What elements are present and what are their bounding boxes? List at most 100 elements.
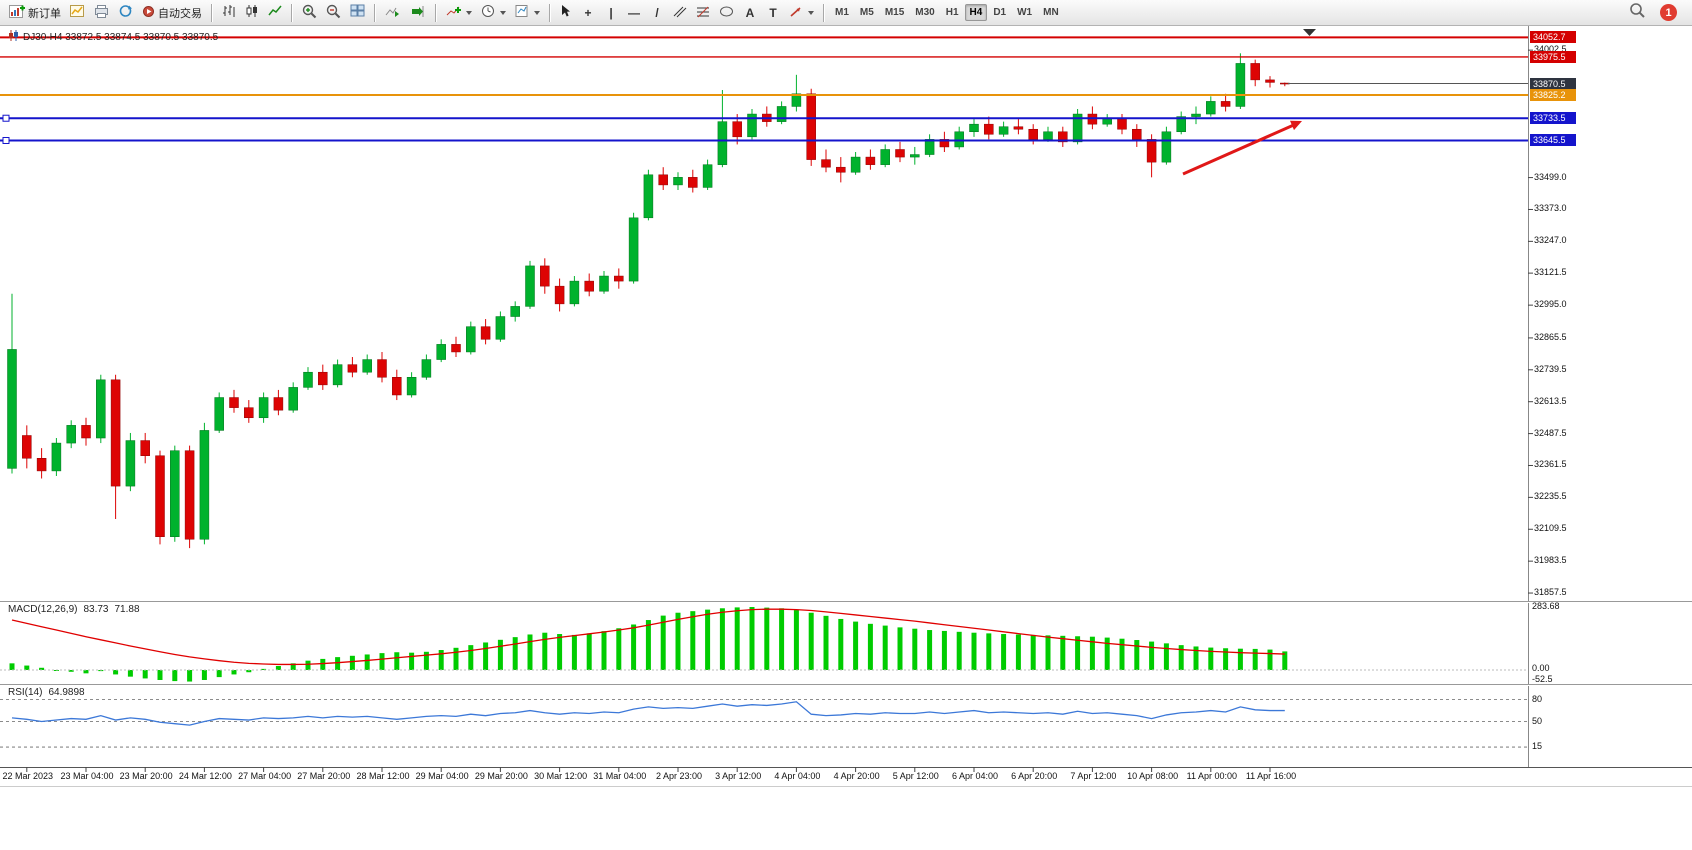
price-tick-label: 33247.0 — [1534, 235, 1567, 246]
candlestick-mode-button[interactable] — [241, 2, 263, 24]
separator — [435, 3, 437, 22]
zoom-in-button[interactable] — [298, 2, 321, 24]
search-icon[interactable] — [1629, 2, 1646, 24]
scroll-to-end-icon[interactable] — [1303, 29, 1316, 36]
channel-icon — [673, 5, 687, 21]
indicators-icon — [446, 4, 461, 21]
timeframe-mn[interactable]: MN — [1043, 7, 1059, 18]
bar-chart-mode-button[interactable] — [218, 2, 240, 24]
cursor-icon — [560, 4, 572, 21]
separator — [211, 3, 213, 22]
rsi-axis-label: 50 — [1532, 715, 1543, 726]
fibonacci-tool-button[interactable] — [692, 2, 714, 24]
new-order-label: 新订单 — [28, 7, 61, 20]
label-tool-button[interactable]: T — [762, 2, 784, 24]
timeframe-m5[interactable]: M5 — [859, 7, 874, 18]
horizontal-line-tool-button[interactable]: — — [623, 2, 645, 24]
notification-badge[interactable]: 1 — [1660, 4, 1677, 21]
zoom-in-icon — [302, 4, 317, 22]
annotation-arrowhead[interactable] — [1290, 120, 1302, 131]
macd-axis-zero: 0.00 — [1532, 663, 1550, 673]
zoom-out-icon — [326, 4, 341, 22]
shapes-icon — [719, 5, 734, 21]
indicators-button[interactable] — [442, 2, 476, 24]
autotrading-button[interactable]: 自动交易 — [138, 2, 206, 24]
vertical-line-tool-button[interactable]: | — [600, 2, 622, 24]
rsi-name: RSI(14) — [8, 687, 43, 698]
time-scale[interactable] — [0, 767, 1528, 787]
price-tick-label: 32361.5 — [1534, 459, 1567, 470]
autotrading-label: 自动交易 — [158, 7, 202, 20]
refresh-button[interactable] — [114, 2, 137, 24]
line-handle[interactable] — [2, 114, 10, 122]
caret-down-icon — [466, 10, 472, 15]
time-tick-label: 29 Mar 20:00 — [474, 771, 528, 781]
auto-scroll-icon — [385, 5, 401, 21]
price-tick-label: 34002.5 — [1534, 44, 1567, 55]
time-tick-label: 24 Mar 12:00 — [178, 771, 232, 781]
price-tick-label: 32613.5 — [1534, 395, 1567, 406]
price-tick-label: 31857.5 — [1534, 587, 1567, 598]
trendline-tool-button[interactable]: / — [646, 2, 668, 24]
separator — [291, 3, 293, 22]
price-badge: 34052.7 — [1530, 31, 1576, 44]
periods-button[interactable] — [477, 2, 510, 24]
chart-symbol-icon — [8, 30, 19, 44]
shapes-tool-button[interactable] — [715, 2, 738, 24]
caret-down-icon — [808, 10, 814, 15]
timeframe-h1[interactable]: H1 — [945, 7, 959, 18]
time-tick-label: 27 Mar 20:00 — [297, 771, 351, 781]
chart-shift-button[interactable] — [406, 2, 430, 24]
label-tool-icon: T — [769, 5, 777, 20]
rsi-value: 64.9898 — [48, 687, 85, 698]
chart-plot[interactable] — [0, 26, 1528, 601]
new-order-button[interactable]: 新订单 — [5, 2, 65, 24]
macd-axis-max: 283.68 — [1532, 601, 1560, 611]
time-tick-label: 27 Mar 04:00 — [238, 771, 292, 781]
text-tool-icon: A — [745, 5, 755, 20]
time-tick-label: 2 Apr 23:00 — [655, 771, 703, 781]
timeframe-w1[interactable]: W1 — [1017, 7, 1033, 18]
time-tick-label: 11 Apr 16:00 — [1245, 771, 1297, 781]
channel-tool-button[interactable] — [669, 2, 691, 24]
crosshair-tool-button[interactable]: + — [577, 2, 599, 24]
line-chart-mode-button[interactable] — [264, 2, 286, 24]
time-tick-label: 31 Mar 04:00 — [593, 771, 647, 781]
time-tick-label: 6 Apr 04:00 — [951, 771, 999, 781]
price-tick-label: 32487.5 — [1534, 427, 1567, 438]
auto-scroll-button[interactable] — [381, 2, 405, 24]
zoom-out-button[interactable] — [322, 2, 345, 24]
timeframe-h4[interactable]: H4 — [964, 4, 988, 21]
horizontal-line-icon: — — [628, 5, 640, 20]
time-tick-label: 23 Mar 20:00 — [119, 771, 173, 781]
timeframe-m30[interactable]: M30 — [915, 7, 935, 18]
time-tick-label: 30 Mar 12:00 — [534, 771, 588, 781]
price-tick-label: 32995.0 — [1534, 299, 1567, 310]
templates-button[interactable] — [511, 2, 544, 24]
new-order-icon — [9, 4, 25, 21]
price-badge: 33825.2 — [1530, 89, 1576, 101]
price-tick-label: 32865.5 — [1534, 331, 1567, 342]
price-badge: 33645.5 — [1530, 134, 1576, 147]
templates-icon — [515, 4, 529, 21]
time-tick-label: 3 Apr 12:00 — [715, 771, 762, 781]
line-handle[interactable] — [2, 136, 10, 144]
toolbar-right-group: 1 — [1629, 2, 1687, 24]
annotation-arrow[interactable] — [1182, 122, 1297, 176]
time-tick-label: 29 Mar 04:00 — [415, 771, 469, 781]
arrows-tool-button[interactable] — [785, 2, 818, 24]
cursor-tool-button[interactable] — [556, 2, 576, 24]
price-tick-label: 32739.5 — [1534, 363, 1567, 374]
rsi-axis-label: 15 — [1532, 741, 1543, 752]
separator — [374, 3, 376, 22]
tile-windows-button[interactable] — [346, 2, 369, 24]
timeframe-m1[interactable]: M1 — [835, 7, 849, 18]
timeframe-m15[interactable]: M15 — [884, 7, 905, 18]
text-tool-button[interactable]: A — [739, 2, 761, 24]
time-tick-label: 10 Apr 08:00 — [1127, 771, 1179, 781]
time-tick-label: 22 Mar 2023 — [2, 771, 54, 781]
new-chart-button[interactable] — [66, 2, 89, 24]
rsi-axis-label: 80 — [1532, 693, 1543, 704]
timeframe-d1[interactable]: D1 — [993, 7, 1007, 18]
profiles-button[interactable] — [90, 2, 113, 24]
